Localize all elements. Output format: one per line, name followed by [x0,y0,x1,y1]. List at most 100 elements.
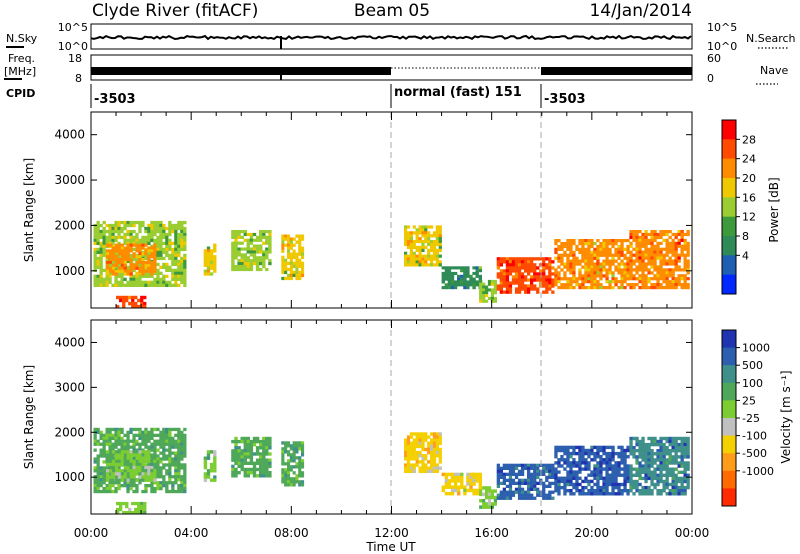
power-cell [511,263,516,267]
power-cell [527,278,531,282]
power-cell [563,274,567,278]
power-cell [415,263,419,267]
power-cell [581,250,585,254]
velocity-cell [93,460,97,464]
power-cell [530,260,534,264]
velocity-cell [629,449,633,453]
velocity-cell [203,478,208,482]
power-cell [96,220,100,225]
velocity-cell [111,427,115,432]
power-cell [134,304,138,309]
power-cell [138,277,142,281]
velocity-cell [138,459,142,464]
power-cell [404,231,408,235]
velocity-cell [596,473,600,477]
power-cell [174,271,178,275]
power-cell [520,263,525,267]
velocity-cell [237,439,241,444]
power-cell [505,269,510,273]
power-region [281,234,305,281]
velocity-cell [174,463,178,467]
power-cell [650,230,654,234]
power-cell [602,250,606,254]
power-cell [117,235,121,240]
velocity-cell [183,439,187,443]
power-cell [665,286,669,290]
power-cell [569,239,573,243]
velocity-cell [608,492,612,496]
velocity-cell [119,501,123,506]
power-cell [593,280,597,284]
power-cell [119,298,123,303]
velocity-cell [614,485,618,490]
power-cell [289,267,293,272]
power-cell [605,247,609,251]
velocity-cell [644,449,648,453]
velocity-cell [490,495,494,500]
velocity-cell [569,445,573,450]
power-cell [632,259,636,263]
velocity-cell [117,439,121,443]
velocity-cell [496,472,500,476]
power-cell [159,250,163,255]
power-cell [102,244,106,249]
velocity-cell [129,466,133,470]
velocity-cell [650,492,654,496]
velocity-cell [138,465,142,470]
velocity-cell [116,507,120,512]
power-cell [656,253,660,257]
velocity-cell [453,479,458,483]
velocity-cell [508,481,513,485]
power-cell [180,280,184,284]
velocity-cell [117,475,121,479]
power-cell [482,282,486,286]
power-cell [156,250,160,255]
velocity-cell [560,448,564,453]
velocity-cell [493,502,497,506]
velocity-cell [108,472,112,476]
velocity-cell [234,471,238,475]
power-cell [243,267,247,272]
power-cell [418,228,422,232]
power-cell [141,263,145,267]
velocity-cell [438,447,442,452]
velocity-cell [129,453,133,457]
power-cell [240,247,244,251]
power-cell [287,276,291,281]
velocity-cell [533,484,537,488]
power-cell [514,269,519,273]
velocity-cell [177,457,181,461]
power-cell [623,268,627,272]
freq-band-left [91,67,391,75]
power-cell [153,271,157,275]
power-cell [168,280,172,284]
power-cell [668,268,672,272]
velocity-cell [605,458,609,462]
power-cell [159,247,163,252]
velocity-cell [572,473,576,477]
velocity-cell [554,485,558,490]
velocity-cell [144,456,148,460]
velocity-cell [123,465,127,470]
power-cell [623,247,627,251]
velocity-cell [435,450,439,455]
velocity-cell [551,475,555,479]
power-cell [209,263,214,267]
power-cell [147,280,151,284]
velocity-cell [213,469,217,473]
power-cell [292,261,296,265]
velocity-cell [143,504,147,509]
power-cell [650,256,654,260]
power-cell [255,247,260,251]
power-cell [569,280,573,284]
power-ylabel: Slant Range [km] [22,158,36,262]
velocity-cell [150,463,154,467]
power-cell [560,259,564,263]
power-cell [444,266,449,270]
power-cell [123,255,127,259]
power-cell [284,237,288,241]
power-cell [409,248,413,252]
velocity-colorbar-cell [722,418,736,436]
power-cell [237,232,241,237]
velocity-cell [677,442,681,447]
